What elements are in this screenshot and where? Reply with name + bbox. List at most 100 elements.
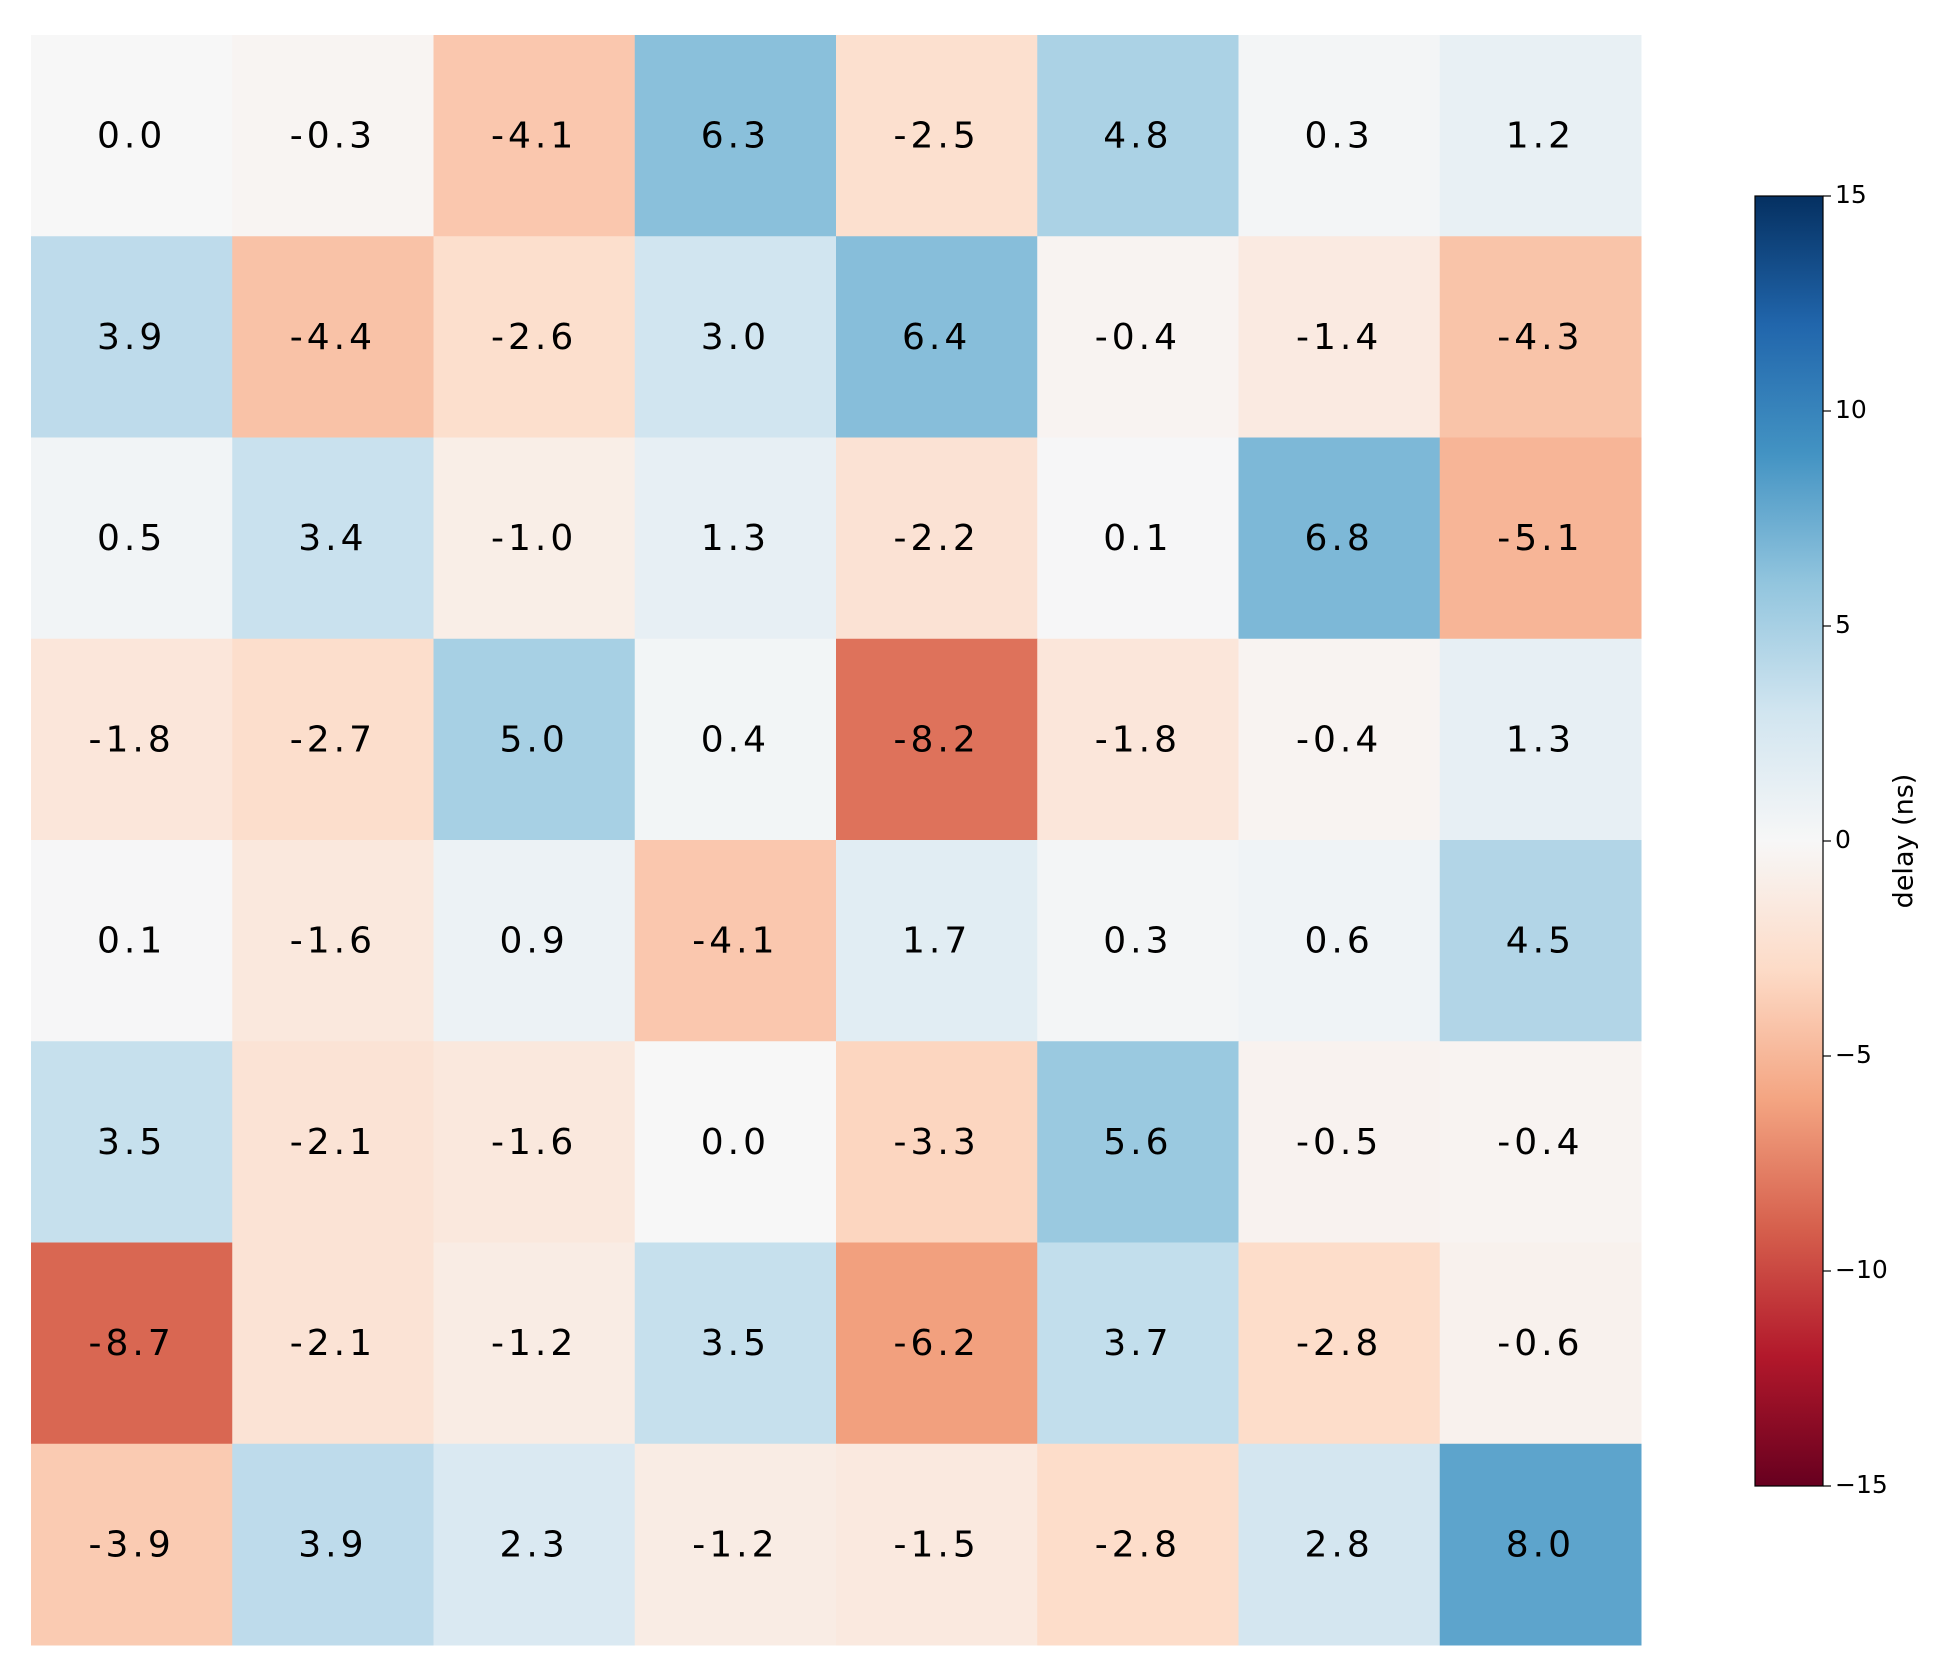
cell-label: -1.2 — [692, 1524, 778, 1565]
cell-label: 0.3 — [1304, 116, 1373, 157]
heatmap-cell — [836, 437, 1038, 640]
heatmap-cell — [232, 840, 434, 1042]
heatmap-cell — [836, 1242, 1038, 1445]
cell-label: -8.7 — [89, 1323, 175, 1364]
cell-label: 3.9 — [298, 1524, 367, 1565]
heatmap-cell — [1238, 840, 1441, 1042]
colorbar — [1754, 195, 1824, 1487]
heatmap-cell — [433, 1041, 636, 1243]
cell-label: -1.2 — [491, 1323, 577, 1364]
heatmap-cell — [232, 1443, 434, 1646]
heatmap-cell — [1238, 1443, 1441, 1646]
heatmap-cell — [836, 638, 1038, 841]
cell-label: 6.8 — [1304, 518, 1373, 559]
cell-label: -4.4 — [290, 317, 376, 358]
cell-label: -6.2 — [894, 1323, 980, 1364]
cell-label: -2.8 — [1095, 1524, 1181, 1565]
cell-label: 0.0 — [97, 116, 166, 157]
heatmap-cell — [836, 35, 1038, 237]
heatmap-cell — [634, 35, 837, 237]
heatmap-cell — [1238, 236, 1441, 438]
cell-label: -2.6 — [491, 317, 577, 358]
cell-label: 0.1 — [1103, 518, 1172, 559]
heatmap-cell — [1439, 437, 1642, 640]
heatmap-cell — [1037, 638, 1239, 841]
cell-label: -3.3 — [894, 1122, 980, 1163]
heatmap-cell — [31, 638, 233, 841]
heatmap-cell — [634, 1443, 837, 1646]
heatmap-cell — [1439, 840, 1642, 1042]
cell-label: 6.3 — [701, 116, 770, 157]
heatmap-cell — [232, 638, 434, 841]
heatmap-cell — [433, 638, 636, 841]
cell-label: 2.8 — [1304, 1524, 1373, 1565]
heatmap-cell — [1439, 1041, 1642, 1243]
cell-label: -1.6 — [491, 1122, 577, 1163]
cell-label: 0.6 — [1304, 921, 1373, 962]
heatmap-cell — [232, 236, 434, 438]
heatmap-cell — [1037, 1041, 1239, 1243]
heatmap-cell — [1037, 35, 1239, 237]
colorbar-tick-label: 10 — [1835, 395, 1867, 424]
cell-label: -8.2 — [894, 719, 980, 760]
cell-label: -2.1 — [290, 1122, 376, 1163]
colorbar-tick-label: −15 — [1835, 1470, 1888, 1499]
heatmap-cell — [836, 840, 1038, 1042]
cell-label: 0.5 — [97, 518, 166, 559]
cell-label: 1.2 — [1506, 116, 1575, 157]
colorbar-tick-label: 15 — [1835, 180, 1867, 209]
heatmap-cell — [433, 35, 636, 237]
heatmap-cell — [1037, 437, 1239, 640]
cell-label: -3.9 — [89, 1524, 175, 1565]
cell-label: 5.6 — [1103, 1122, 1172, 1163]
cell-label: -0.4 — [1095, 317, 1181, 358]
heatmap-cell — [232, 35, 434, 237]
heatmap-cell — [31, 1242, 233, 1445]
cell-label: -0.4 — [1296, 719, 1382, 760]
cell-label: -0.5 — [1296, 1122, 1382, 1163]
heatmap-cell — [1439, 1443, 1642, 1646]
cell-label: 0.0 — [701, 1122, 770, 1163]
heatmap-cell — [31, 35, 233, 237]
cell-label: 1.3 — [1506, 719, 1575, 760]
cell-label: 3.5 — [97, 1122, 166, 1163]
heatmap-cell — [31, 236, 233, 438]
cell-label: -2.5 — [894, 116, 980, 157]
colorbar-label: delay (ns) — [1889, 774, 1920, 909]
heatmap-cell — [634, 437, 837, 640]
heatmap-cell — [634, 840, 837, 1042]
cell-label: -2.2 — [894, 518, 980, 559]
heatmap-cell — [1037, 236, 1239, 438]
heatmap-cell — [634, 638, 837, 841]
cell-label: -0.3 — [290, 116, 376, 157]
colorbar-tick-label: 0 — [1835, 825, 1851, 854]
cell-label: 3.5 — [701, 1323, 770, 1364]
cell-label: -1.8 — [89, 719, 175, 760]
colorbar-tick-label: −10 — [1835, 1255, 1888, 1284]
cell-label: 3.0 — [701, 317, 770, 358]
cell-label: -1.6 — [290, 921, 376, 962]
heatmap-cell — [1238, 35, 1441, 237]
heatmap-cell — [433, 236, 636, 438]
cell-label: -4.1 — [692, 921, 778, 962]
heatmap-cell — [433, 437, 636, 640]
cell-label: -1.0 — [491, 518, 577, 559]
cell-label: -5.1 — [1497, 518, 1583, 559]
heatmap-cell — [634, 236, 837, 438]
cell-label: -2.8 — [1296, 1323, 1382, 1364]
cell-label: 0.3 — [1103, 921, 1172, 962]
heatmap-cell — [836, 236, 1038, 438]
heatmap-cell — [836, 1443, 1038, 1646]
heatmap-cell — [1037, 840, 1239, 1042]
heatmap-cell — [433, 840, 636, 1042]
cell-label: 3.9 — [97, 317, 166, 358]
heatmap-cell — [1037, 1443, 1239, 1646]
cell-label: 2.3 — [499, 1524, 568, 1565]
cell-label: 0.4 — [701, 719, 770, 760]
heatmap-cell — [1439, 236, 1642, 438]
heatmap-cell — [1238, 1041, 1441, 1243]
heatmap-cell — [836, 1041, 1038, 1243]
heatmap-cell — [634, 1041, 837, 1243]
heatmap-cell — [232, 1242, 434, 1445]
